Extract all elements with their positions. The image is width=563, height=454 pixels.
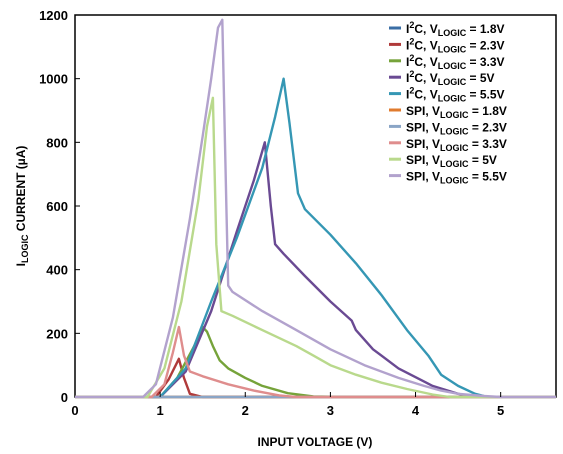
legend-entry: I2C, VLOGIC = 5V (406, 69, 495, 87)
series-line-4 (75, 141, 556, 399)
legend-text-mid: C, V (414, 71, 437, 85)
legend-text-suffix: = 5.5V (466, 88, 504, 102)
legend-text-prefix: I (406, 88, 409, 102)
legend-entry: SPI, VLOGIC = 5.5V (406, 170, 507, 186)
legend-text-suffix: = 2.3V (466, 38, 504, 52)
legend-text-suffix: = 1.8V (469, 104, 507, 118)
legend-entry: I2C, VLOGIC = 1.8V (406, 20, 505, 38)
legend-text-suffix: = 3.3V (469, 137, 507, 151)
legend-text-suffix: = 5V (466, 71, 494, 85)
y-axis-title-rest: CURRENT (µA) (14, 146, 28, 235)
series-line-9 (75, 96, 556, 399)
y-tick-label: 600 (46, 199, 68, 214)
legend-text-prefix: SPI, V (406, 137, 440, 151)
series-line-2 (75, 357, 556, 399)
legend-text-sup: 2 (409, 69, 414, 79)
legend-text-sub: LOGIC (438, 28, 467, 38)
legend-text-mid: C, V (414, 88, 437, 102)
legend-text-prefix: SPI, V (406, 120, 440, 134)
legend-text-prefix: SPI, V (406, 104, 440, 118)
legend-text-suffix: = 5.5V (469, 170, 507, 184)
x-tick-label: 0 (71, 403, 78, 418)
x-axis-ticks: 0 1 2 3 4 5 (71, 392, 504, 418)
legend-text-prefix: I (406, 71, 409, 85)
x-axis-title: INPUT VOLTAGE (V) (258, 435, 373, 449)
legend-entry: SPI, VLOGIC = 3.3V (406, 137, 507, 153)
legend-text-mid: C, V (414, 22, 437, 36)
legend-text-prefix: I (406, 22, 409, 36)
legend-text-suffix: = 5V (469, 153, 497, 167)
x-tick-label: 3 (327, 403, 334, 418)
y-axis-title-main: I (14, 263, 28, 266)
legend-text-suffix: = 1.8V (466, 22, 504, 36)
legend-text-sub: LOGIC (440, 143, 469, 153)
legend-text-prefix: I (406, 55, 409, 69)
legend-text-sub: LOGIC (438, 44, 467, 54)
legend-text-mid: C, V (414, 55, 437, 69)
legend-text-sub: LOGIC (438, 77, 467, 87)
legend-background (385, 18, 553, 189)
y-tick-label: 800 (46, 135, 68, 150)
x-tick-label: 2 (242, 403, 249, 418)
y-tick-label: 1200 (39, 8, 68, 23)
legend-text-suffix: = 2.3V (469, 120, 507, 134)
y-axis-title: ILOGIC CURRENT (µA) (14, 146, 30, 267)
legend-entry: SPI, VLOGIC = 5V (406, 153, 497, 169)
y-axis-title-sub: LOGIC (20, 234, 30, 263)
series-lines (75, 18, 556, 399)
legend-text-sup: 2 (409, 36, 414, 46)
legend-text-sub: LOGIC (440, 159, 469, 169)
legend-entry: I2C, VLOGIC = 5.5V (406, 86, 505, 104)
y-tick-label: 1000 (39, 72, 68, 87)
x-tick-label: 4 (412, 403, 420, 418)
y-tick-label: 400 (46, 263, 68, 278)
legend-text-prefix: SPI, V (406, 170, 440, 184)
y-tick-label: 200 (46, 326, 68, 341)
legend-entry: SPI, VLOGIC = 1.8V (406, 104, 507, 120)
x-tick-label: 5 (497, 403, 504, 418)
series-line-8 (75, 325, 556, 399)
legend-text-prefix: SPI, V (406, 153, 440, 167)
legend-entry: I2C, VLOGIC = 3.3V (406, 53, 505, 71)
legend-text-sub: LOGIC (438, 94, 467, 104)
legend-text-sup: 2 (409, 86, 414, 96)
series-line-10 (75, 18, 556, 399)
legend-entry: SPI, VLOGIC = 2.3V (406, 120, 507, 136)
legend-text-sub: LOGIC (440, 126, 469, 136)
legend-text-sub: LOGIC (440, 176, 469, 186)
legend-entry: I2C, VLOGIC = 2.3V (406, 36, 505, 54)
legend-text-suffix: = 3.3V (466, 55, 504, 69)
legend-text-mid: C, V (414, 38, 437, 52)
y-axis-ticks: 0 200 400 600 800 1000 1200 (39, 8, 80, 405)
legend-text-prefix: I (406, 38, 409, 52)
legend-text-sub: LOGIC (440, 110, 469, 120)
x-tick-label: 1 (157, 403, 164, 418)
legend-text-sub: LOGIC (438, 61, 467, 71)
y-tick-label: 0 (61, 390, 68, 405)
legend-text-sup: 2 (409, 20, 414, 30)
series-line-3 (75, 325, 556, 399)
legend-text-sup: 2 (409, 53, 414, 63)
